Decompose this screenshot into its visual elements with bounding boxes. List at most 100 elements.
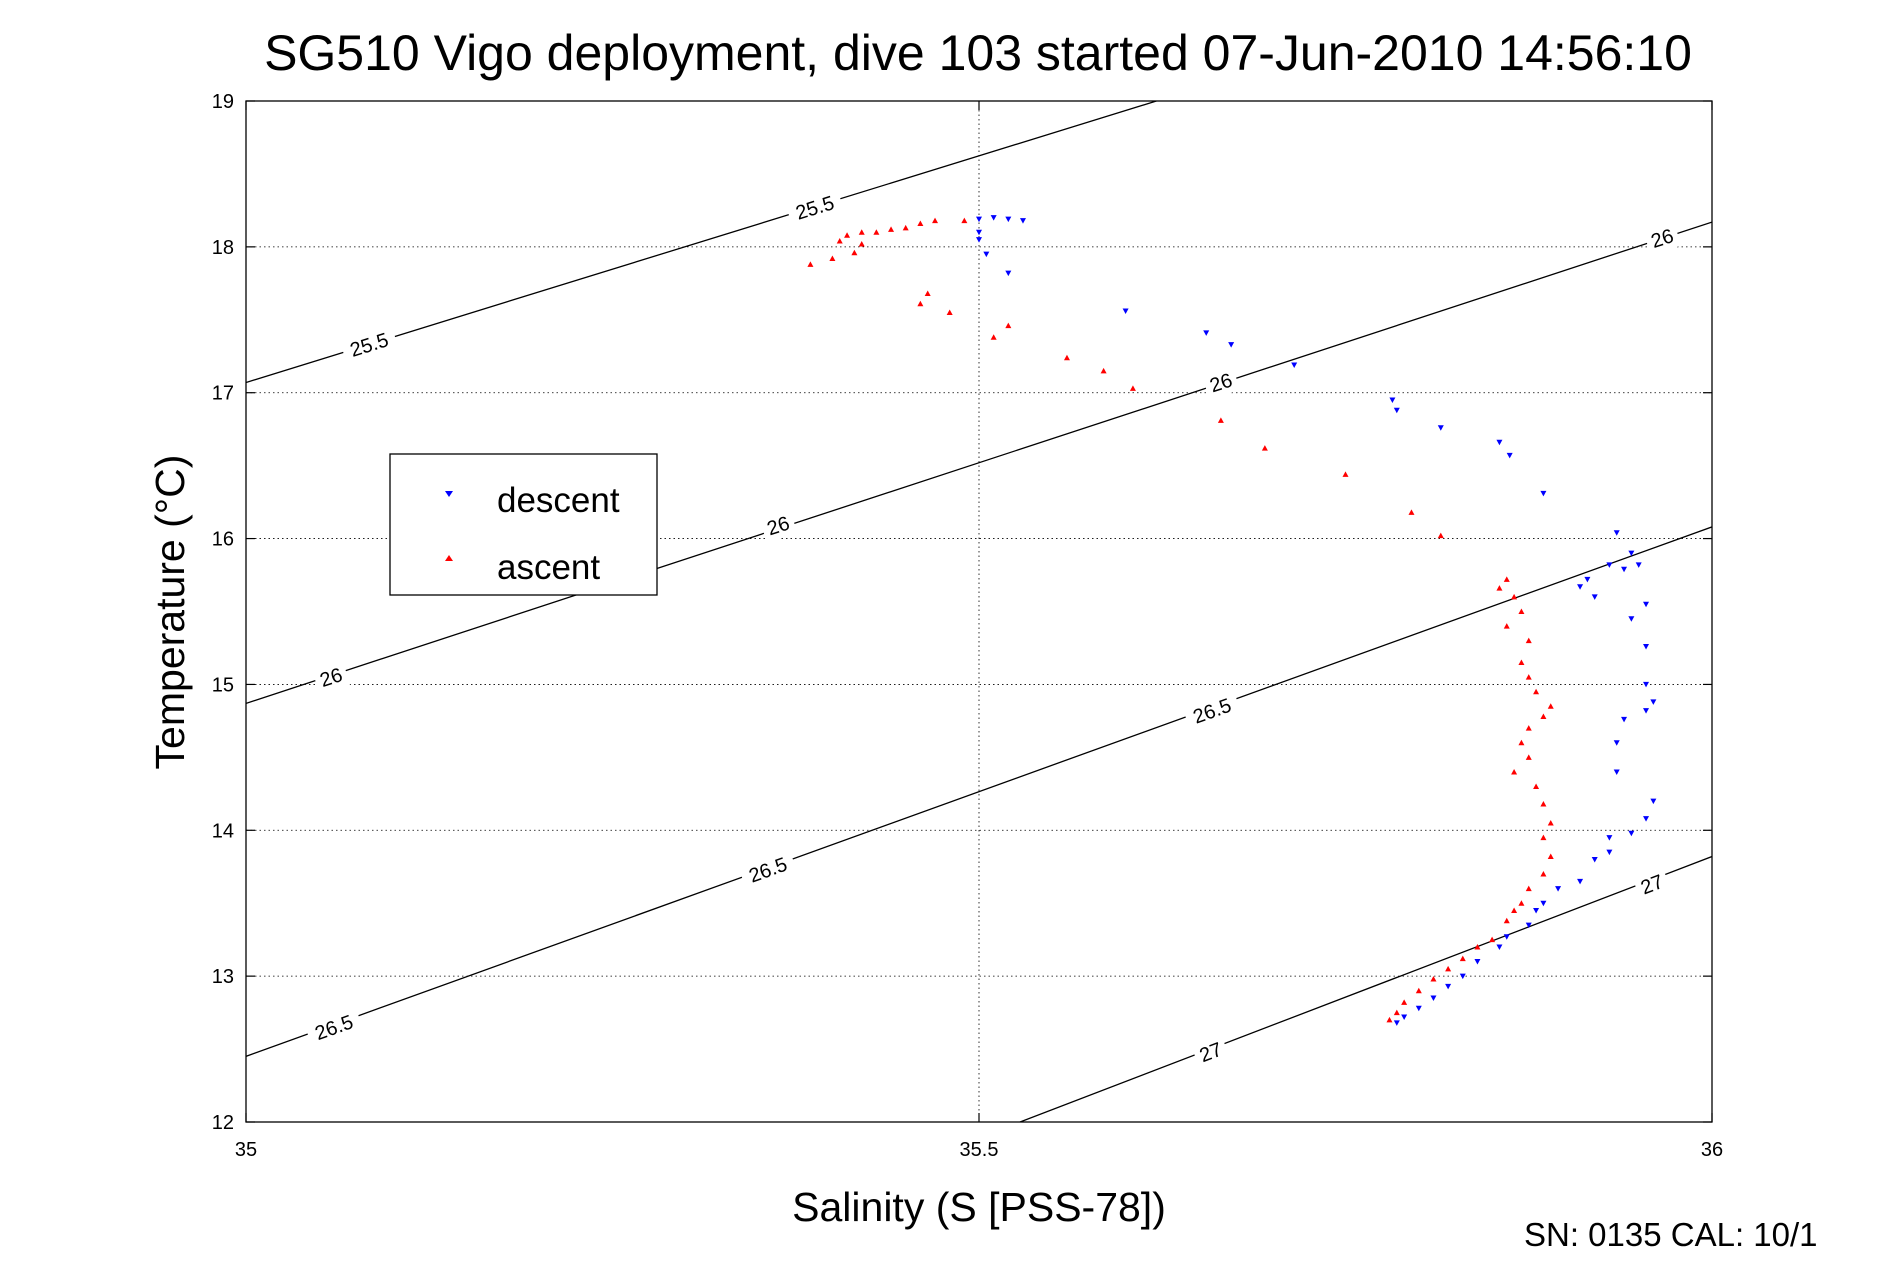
data-point-descent — [1291, 362, 1298, 369]
data-point-descent — [1628, 550, 1635, 557]
data-point-descent — [1643, 644, 1650, 650]
isopycnal-label-bg — [1642, 220, 1682, 256]
isopycnal-line — [246, 101, 1157, 384]
data-point-ascent — [1415, 987, 1422, 994]
isopycnal-label: 26 — [1642, 220, 1682, 256]
data-point-descent — [1613, 769, 1620, 775]
isopycnal-label-bg — [738, 848, 798, 892]
data-point-descent — [1437, 425, 1444, 431]
data-points — [807, 215, 1657, 1026]
data-point-descent — [983, 251, 990, 258]
data-point-ascent — [1540, 834, 1547, 841]
data-point-descent — [1643, 601, 1650, 608]
data-point-ascent — [1518, 900, 1525, 906]
data-point-descent — [1019, 218, 1026, 224]
legend-marker-ascent — [445, 555, 453, 561]
data-point-descent — [1474, 959, 1481, 965]
legend: descent ascent — [389, 453, 658, 596]
x-tick-label: 35 — [235, 1139, 257, 1161]
data-point-descent — [1496, 944, 1503, 950]
isopycnal-label-bg — [1191, 1034, 1231, 1070]
data-point-descent — [1525, 922, 1532, 929]
data-point-descent — [1606, 835, 1613, 841]
data-point-descent — [1643, 681, 1650, 688]
data-point-ascent — [1408, 509, 1415, 515]
data-point-descent — [1415, 1005, 1422, 1012]
data-point-descent — [1591, 856, 1598, 863]
data-point-ascent — [1540, 713, 1547, 720]
data-point-ascent — [1459, 955, 1466, 962]
data-point-descent — [1577, 584, 1584, 590]
data-point-ascent — [1342, 471, 1349, 477]
isopycnal-label: 26 — [311, 659, 351, 695]
data-point-descent — [1393, 407, 1400, 414]
y-tick-label: 19 — [212, 91, 234, 113]
isopycnal-label-bg — [1632, 866, 1672, 903]
data-point-descent — [1459, 973, 1466, 980]
data-point-ascent — [1525, 637, 1532, 644]
data-point-ascent — [851, 249, 858, 256]
data-point-descent — [1650, 798, 1657, 805]
y-tick-label: 13 — [212, 966, 234, 988]
data-point-descent — [1650, 699, 1657, 705]
isopycnal-label-bg — [785, 187, 845, 228]
data-point-descent — [1613, 740, 1620, 746]
data-point-ascent — [1503, 576, 1510, 582]
y-tick-label: 17 — [212, 383, 234, 405]
data-point-ascent — [858, 240, 865, 247]
data-point-ascent — [1261, 445, 1268, 451]
data-point-ascent — [1547, 703, 1554, 709]
data-point-ascent — [1437, 532, 1444, 539]
data-point-ascent — [902, 224, 909, 231]
isopycnal-label-bg — [758, 508, 798, 543]
data-point-descent — [1613, 530, 1620, 536]
data-point-descent — [1430, 995, 1437, 1002]
data-point-descent — [1503, 934, 1510, 940]
x-tick-label: 36 — [1701, 1139, 1723, 1161]
data-point-ascent — [1547, 853, 1554, 860]
data-point-descent — [1122, 308, 1129, 315]
data-point-ascent — [1474, 943, 1481, 950]
y-axis-label: Temperature (°C) — [147, 455, 193, 770]
axis-ticks: 35 35.5 36 12 13 14 15 16 17 18 19 — [212, 91, 1723, 1161]
data-point-ascent — [1063, 354, 1070, 361]
data-point-descent — [1591, 594, 1598, 600]
data-point-ascent — [1540, 801, 1547, 807]
data-point-descent — [990, 215, 997, 221]
data-point-descent — [1393, 1020, 1400, 1026]
data-point-ascent — [873, 229, 880, 235]
data-point-ascent — [1386, 1016, 1393, 1023]
data-point-ascent — [1525, 754, 1532, 760]
data-point-ascent — [1525, 725, 1532, 731]
data-point-descent — [1584, 576, 1591, 583]
data-point-ascent — [1445, 965, 1452, 972]
data-point-ascent — [1393, 1009, 1400, 1016]
data-point-ascent — [917, 300, 924, 307]
data-point-descent — [1540, 900, 1547, 907]
data-point-descent — [1621, 566, 1628, 573]
data-point-ascent — [1518, 608, 1525, 614]
data-point-ascent — [1547, 819, 1554, 826]
isopycnal-label-bg — [311, 659, 351, 695]
legend-label-ascent: ascent — [497, 548, 600, 587]
data-point-descent — [1606, 562, 1613, 568]
y-tick-label: 15 — [212, 674, 234, 696]
data-point-descent — [1643, 816, 1650, 822]
data-point-descent — [976, 237, 982, 243]
data-point-descent — [1606, 849, 1613, 856]
data-point-ascent — [1518, 659, 1525, 666]
x-tick-label: 35.5 — [960, 1139, 999, 1161]
data-point-descent — [1643, 708, 1650, 714]
data-point-descent — [1005, 270, 1012, 277]
data-point-ascent — [836, 238, 843, 244]
data-point-ascent — [961, 217, 968, 224]
data-point-descent — [976, 216, 982, 223]
data-point-descent — [1203, 330, 1210, 336]
footer-serial-cal: SN: 0135 CAL: 10/1 — [1524, 1216, 1818, 1253]
data-point-descent — [1628, 616, 1635, 622]
data-point-ascent — [1430, 976, 1437, 982]
y-tick-label: 12 — [212, 1112, 234, 1134]
data-point-ascent — [1511, 907, 1518, 914]
